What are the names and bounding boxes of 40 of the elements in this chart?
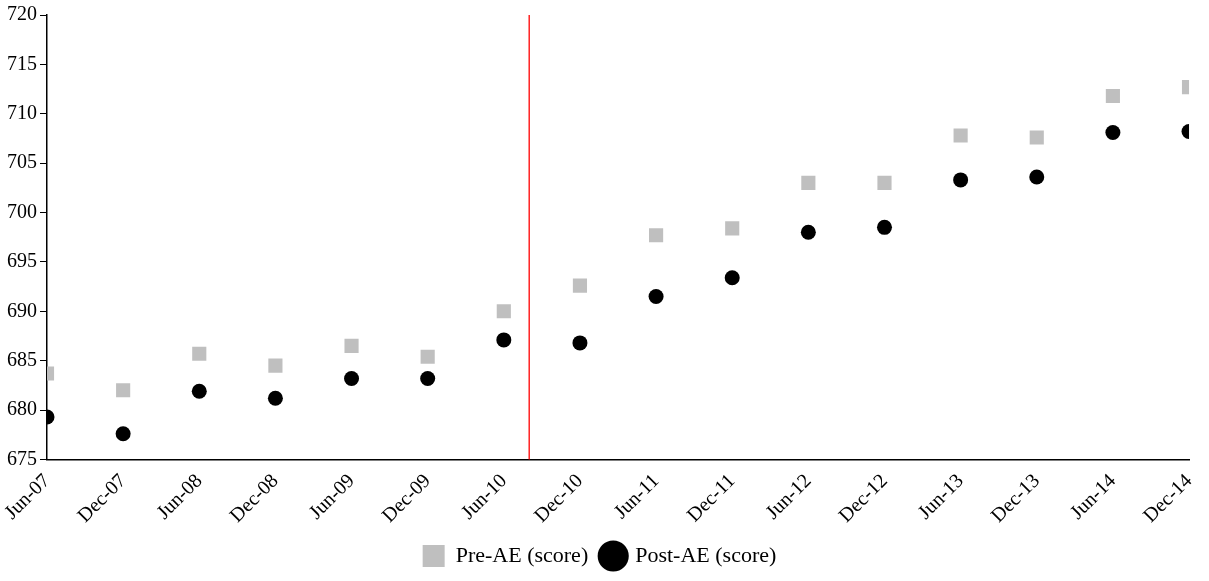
point	[115, 426, 131, 442]
point	[268, 358, 283, 373]
point	[267, 390, 283, 406]
point	[724, 270, 740, 286]
y-tick-label: 720	[7, 2, 37, 25]
point	[420, 349, 435, 364]
point	[344, 338, 359, 353]
point	[572, 335, 588, 351]
y-tick-label: 690	[7, 298, 37, 321]
point	[953, 128, 968, 143]
point	[1105, 88, 1120, 104]
point	[877, 175, 892, 190]
y-tick-label: 685	[7, 347, 37, 370]
y-tick-label: 680	[7, 397, 37, 420]
point	[800, 224, 816, 240]
point	[572, 278, 588, 293]
legend-label: Pre-AE (score)	[455, 541, 589, 567]
point	[1105, 125, 1121, 141]
point	[496, 304, 511, 319]
point	[953, 172, 969, 188]
point	[191, 383, 207, 399]
point	[725, 221, 740, 236]
point	[649, 228, 664, 243]
y-tick-label: 700	[7, 199, 37, 222]
y-tick-label: 705	[7, 150, 37, 173]
point	[1029, 130, 1044, 145]
point	[801, 175, 816, 190]
legend-label: Post-AE (score)	[635, 541, 777, 567]
point	[420, 370, 436, 386]
y-tick-label: 695	[7, 249, 37, 272]
y-tick-label: 710	[7, 101, 37, 124]
point	[496, 332, 512, 348]
y-tick-label: 675	[7, 446, 37, 469]
point	[648, 288, 664, 304]
point	[116, 383, 131, 398]
point	[1029, 169, 1045, 185]
y-tick-label: 715	[7, 51, 37, 74]
point	[192, 346, 207, 361]
point	[876, 219, 892, 235]
point	[344, 370, 360, 386]
